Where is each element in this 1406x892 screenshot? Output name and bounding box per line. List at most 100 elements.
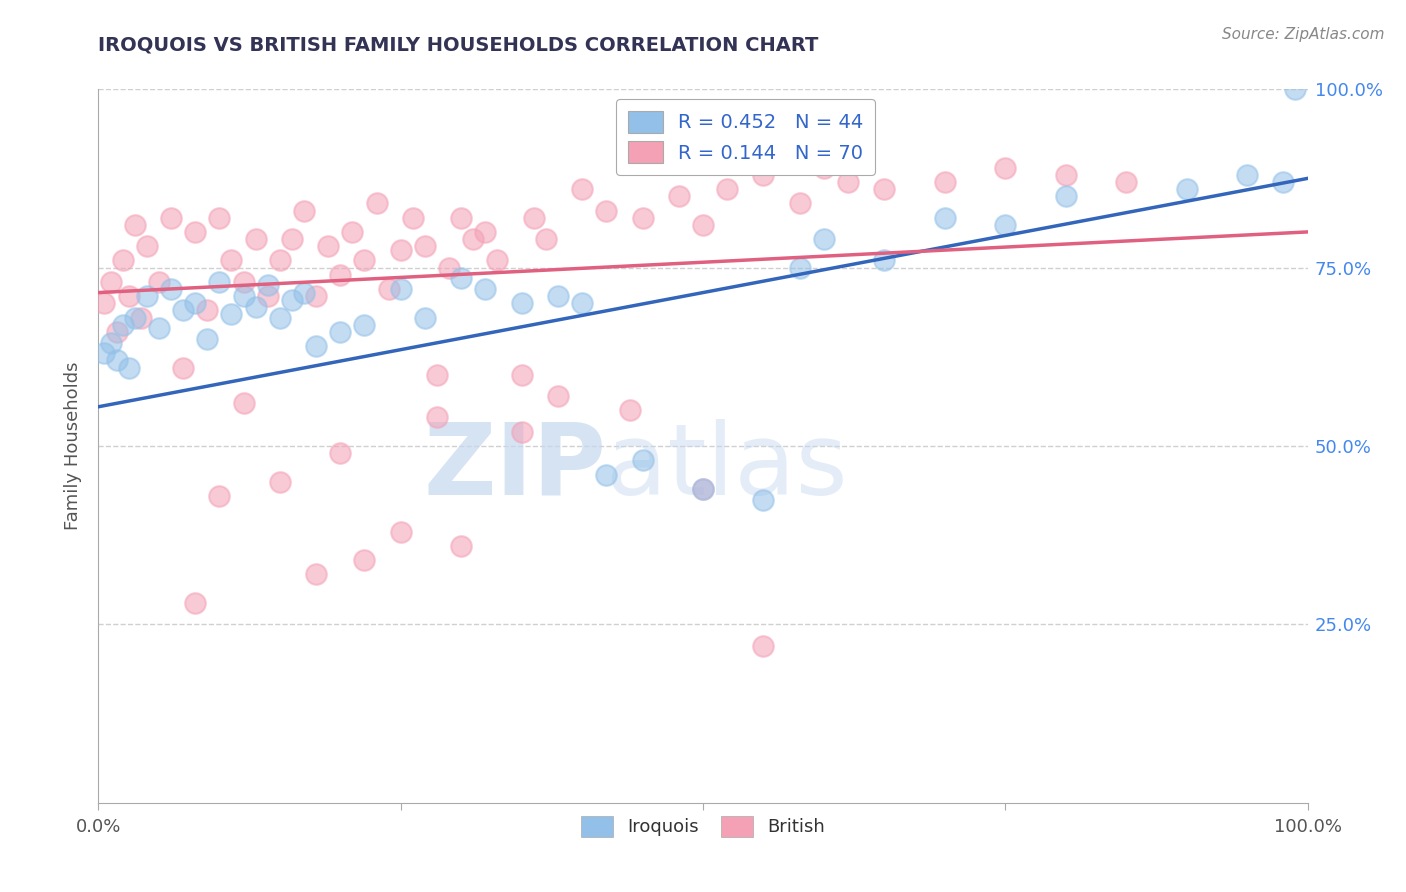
Point	[789, 196, 811, 211]
Point	[631, 211, 654, 225]
Point	[353, 253, 375, 268]
Point	[100, 335, 122, 350]
Point	[184, 596, 207, 610]
Point	[934, 211, 956, 225]
Point	[269, 253, 291, 268]
Text: IROQUOIS VS BRITISH FAMILY HOUSEHOLDS CORRELATION CHART: IROQUOIS VS BRITISH FAMILY HOUSEHOLDS CO…	[98, 36, 818, 54]
Point	[111, 318, 134, 332]
Point	[100, 275, 122, 289]
Point	[813, 232, 835, 246]
Point	[342, 225, 364, 239]
Point	[111, 253, 134, 268]
Text: atlas: atlas	[606, 419, 848, 516]
Point	[692, 218, 714, 232]
Point	[547, 389, 569, 403]
Point	[631, 453, 654, 467]
Point	[413, 239, 436, 253]
Point	[292, 285, 315, 300]
Point	[692, 482, 714, 496]
Point	[129, 310, 152, 325]
Point	[450, 539, 472, 553]
Point	[232, 289, 254, 303]
Point	[305, 339, 328, 353]
Point	[221, 307, 243, 321]
Point	[426, 410, 449, 425]
Point	[269, 310, 291, 325]
Point	[1272, 175, 1295, 189]
Point	[1284, 82, 1306, 96]
Point	[172, 303, 194, 318]
Point	[292, 203, 315, 218]
Point	[305, 567, 328, 582]
Point	[450, 211, 472, 225]
Point	[93, 346, 115, 360]
Point	[135, 289, 157, 303]
Point	[148, 321, 170, 335]
Point	[426, 368, 449, 382]
Point	[135, 239, 157, 253]
Point	[124, 310, 146, 325]
Point	[118, 289, 141, 303]
Point	[221, 253, 243, 268]
Point	[595, 467, 617, 482]
Point	[752, 492, 775, 507]
Point	[523, 211, 546, 225]
Point	[837, 175, 859, 189]
Point	[510, 425, 533, 439]
Point	[1054, 168, 1077, 182]
Point	[486, 253, 509, 268]
Point	[281, 293, 304, 307]
Point	[316, 239, 339, 253]
Point	[450, 271, 472, 285]
Point	[510, 296, 533, 310]
Point	[208, 211, 231, 225]
Point	[1115, 175, 1137, 189]
Point	[353, 553, 375, 567]
Point	[934, 175, 956, 189]
Point	[534, 232, 557, 246]
Point	[619, 403, 641, 417]
Point	[547, 289, 569, 303]
Point	[389, 282, 412, 296]
Point	[195, 303, 218, 318]
Point	[329, 325, 352, 339]
Point	[305, 289, 328, 303]
Legend: Iroquois, British: Iroquois, British	[574, 808, 832, 844]
Point	[752, 639, 775, 653]
Point	[208, 489, 231, 503]
Text: ZIP: ZIP	[423, 419, 606, 516]
Point	[474, 282, 496, 296]
Point	[813, 161, 835, 175]
Point	[148, 275, 170, 289]
Point	[160, 282, 183, 296]
Point	[256, 289, 278, 303]
Text: Source: ZipAtlas.com: Source: ZipAtlas.com	[1222, 27, 1385, 42]
Point	[195, 332, 218, 346]
Point	[281, 232, 304, 246]
Point	[789, 260, 811, 275]
Point	[232, 275, 254, 289]
Y-axis label: Family Households: Family Households	[65, 362, 83, 530]
Point	[389, 243, 412, 257]
Point	[873, 253, 896, 268]
Point	[172, 360, 194, 375]
Point	[105, 325, 128, 339]
Point	[692, 482, 714, 496]
Point	[93, 296, 115, 310]
Point	[105, 353, 128, 368]
Point	[571, 296, 593, 310]
Point	[571, 182, 593, 196]
Point	[184, 296, 207, 310]
Point	[437, 260, 460, 275]
Point	[1175, 182, 1198, 196]
Point	[329, 268, 352, 282]
Point	[463, 232, 485, 246]
Point	[208, 275, 231, 289]
Point	[716, 182, 738, 196]
Point	[124, 218, 146, 232]
Point	[752, 168, 775, 182]
Point	[474, 225, 496, 239]
Point	[994, 161, 1017, 175]
Point	[232, 396, 254, 410]
Point	[994, 218, 1017, 232]
